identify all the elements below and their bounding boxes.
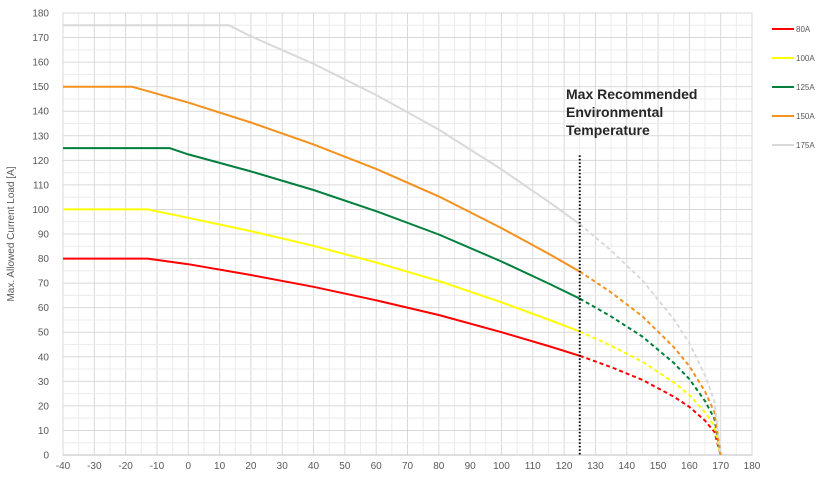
y-tick-label: 110 xyxy=(33,180,49,191)
y-tick-label: 60 xyxy=(38,303,50,314)
y-tick-label: 150 xyxy=(32,82,49,93)
y-tick-label: 130 xyxy=(32,131,49,142)
series-line-solid xyxy=(63,257,581,357)
legend-label: 125A xyxy=(796,83,815,92)
x-tick-label: 70 xyxy=(402,461,414,472)
x-tick-label: 50 xyxy=(339,461,351,472)
series-line-dashed xyxy=(579,270,722,456)
series-175A xyxy=(63,24,722,456)
x-tick-label: 110 xyxy=(525,461,541,472)
legend-item: 125A xyxy=(772,83,815,92)
series-125A xyxy=(63,147,722,456)
y-axis-title: Max. Allowed Current Load [A] xyxy=(6,166,17,301)
legend-item: 175A xyxy=(772,141,815,150)
y-tick-label: 70 xyxy=(38,279,50,290)
series-line-dashed xyxy=(579,297,722,456)
x-tick-label: 130 xyxy=(587,461,604,472)
x-tick-label: 0 xyxy=(185,461,191,472)
series-line-dashed xyxy=(579,223,722,456)
x-tick-label: -10 xyxy=(150,461,165,472)
annotation-text-line: Max Recommended xyxy=(566,86,697,102)
legend-label: 150A xyxy=(796,112,815,121)
x-tick-label: 140 xyxy=(618,461,635,472)
series-150A xyxy=(63,85,722,456)
y-tick-label: 40 xyxy=(38,352,50,363)
annotation-text-line: Environmental xyxy=(566,104,663,120)
axes: -40 -30 -20 -10 0 10 20 30 40 50 60 70 80 90 100 110 120… xyxy=(32,9,760,473)
legend-item: 100A xyxy=(772,54,815,63)
legend-item: 80A xyxy=(772,25,811,34)
x-tick-label: 150 xyxy=(650,461,667,472)
y-tick-label: 90 xyxy=(38,230,50,241)
annotation: Max Recommended Environmental Temperature xyxy=(566,86,697,455)
y-tick-label: 140 xyxy=(32,107,49,118)
x-tick-label: 100 xyxy=(493,461,510,472)
x-tick-label: 160 xyxy=(681,461,698,472)
y-tick-label: 10 xyxy=(38,426,50,437)
x-tick-label: 180 xyxy=(744,461,761,472)
series-line-solid xyxy=(63,85,581,273)
y-tick-label: 30 xyxy=(38,377,50,388)
x-tick-label: 90 xyxy=(465,461,477,472)
x-tick-label: 170 xyxy=(712,461,729,472)
y-tick-label: 20 xyxy=(38,401,50,412)
x-tick-label: 10 xyxy=(214,461,226,472)
y-tick-label: 0 xyxy=(43,451,49,462)
series-line-solid xyxy=(63,24,581,226)
y-tick-label: 170 xyxy=(32,33,49,44)
series-100A xyxy=(63,208,722,456)
x-tick-label: 20 xyxy=(245,461,257,472)
y-tick-label: 50 xyxy=(38,328,50,339)
legend-label: 175A xyxy=(796,141,815,150)
x-tick-label: 40 xyxy=(308,461,320,472)
x-tick-label: -20 xyxy=(118,461,133,472)
y-tick-label: 80 xyxy=(38,254,50,265)
y-tick-label: 160 xyxy=(32,58,49,69)
series-line-solid xyxy=(63,208,581,333)
y-tick-label: 100 xyxy=(32,205,49,216)
y-tick-label: 180 xyxy=(32,9,49,20)
x-tick-label: -30 xyxy=(87,461,102,472)
y-tick-label: 120 xyxy=(32,156,49,167)
grid xyxy=(62,12,753,456)
series-line-solid xyxy=(63,147,581,300)
series-80A xyxy=(63,257,722,456)
legend-item: 150A xyxy=(772,112,815,121)
annotation-text-line: Temperature xyxy=(566,122,650,138)
series-line-dashed xyxy=(579,354,722,456)
legend-label: 100A xyxy=(796,54,815,63)
series-line-dashed xyxy=(579,330,722,456)
x-tick-label: -40 xyxy=(56,461,71,472)
legend: 80A 100A 125A 150A 175A xyxy=(772,25,815,150)
legend-label: 80A xyxy=(796,25,811,34)
x-tick-label: 60 xyxy=(371,461,383,472)
x-tick-label: 120 xyxy=(556,461,573,472)
x-tick-label: 80 xyxy=(433,461,445,472)
x-tick-label: 30 xyxy=(277,461,289,472)
series-lines xyxy=(63,24,722,456)
